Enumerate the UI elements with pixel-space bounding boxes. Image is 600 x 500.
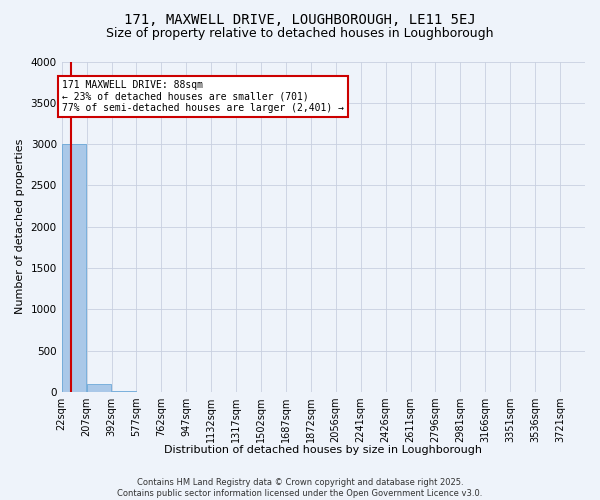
Bar	[62, 144, 86, 392]
Y-axis label: Number of detached properties: Number of detached properties	[15, 139, 25, 314]
Text: Size of property relative to detached houses in Loughborough: Size of property relative to detached ho…	[106, 28, 494, 40]
X-axis label: Distribution of detached houses by size in Loughborough: Distribution of detached houses by size …	[164, 445, 482, 455]
Text: 171 MAXWELL DRIVE: 88sqm
← 23% of detached houses are smaller (701)
77% of semi-: 171 MAXWELL DRIVE: 88sqm ← 23% of detach…	[62, 80, 344, 113]
Text: Contains HM Land Registry data © Crown copyright and database right 2025.
Contai: Contains HM Land Registry data © Crown c…	[118, 478, 482, 498]
Bar	[87, 384, 111, 392]
Text: 171, MAXWELL DRIVE, LOUGHBOROUGH, LE11 5EJ: 171, MAXWELL DRIVE, LOUGHBOROUGH, LE11 5…	[124, 12, 476, 26]
